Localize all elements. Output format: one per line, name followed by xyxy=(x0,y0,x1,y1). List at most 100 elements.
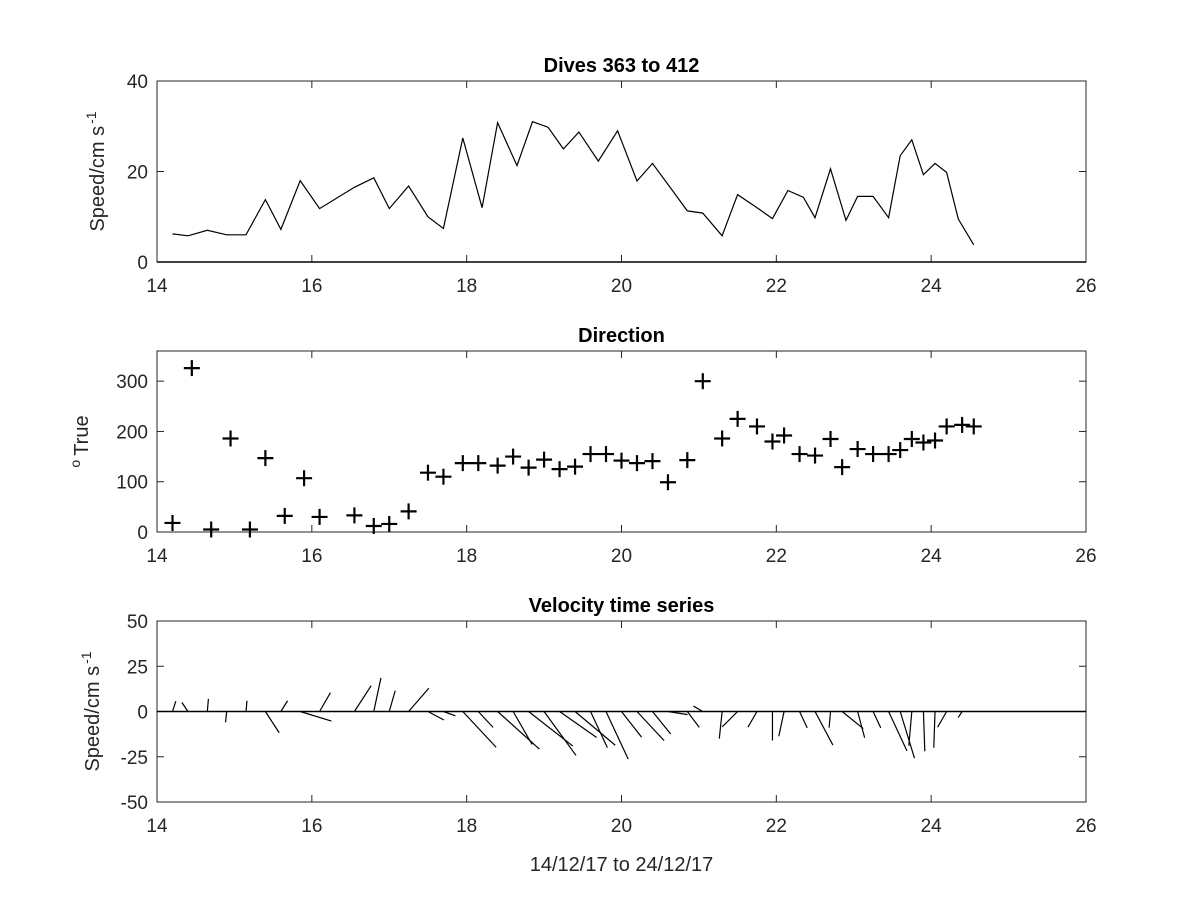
x-tick-label: 24 xyxy=(921,816,943,837)
velocity-stick xyxy=(621,711,643,738)
x-tick-label: 20 xyxy=(611,816,632,837)
velocity-stick xyxy=(693,705,704,713)
y-tick-label: 200 xyxy=(116,422,148,443)
y-tick-label: 0 xyxy=(137,703,148,724)
velocity-stick xyxy=(686,711,700,728)
direction-point xyxy=(183,360,200,377)
y-tick-label: 0 xyxy=(137,253,148,274)
velocity-stick xyxy=(497,711,540,750)
y-tick-label: 25 xyxy=(127,657,148,678)
x-tick-label: 26 xyxy=(1075,816,1096,837)
velocity-stick xyxy=(171,700,177,712)
direction-point xyxy=(296,470,313,487)
velocity-series xyxy=(157,677,1086,760)
direction-point xyxy=(365,517,382,534)
velocity-stick xyxy=(224,711,228,723)
velocity-stick xyxy=(799,711,808,729)
speed-y-axis-label: Speed/cm s -1 xyxy=(83,111,109,231)
x-tick-label: 14 xyxy=(146,276,168,297)
direction-point xyxy=(714,430,731,447)
direction-point xyxy=(694,373,711,390)
velocity-y-axis-label: Speed/cm s -1 xyxy=(78,651,104,771)
velocity-stick xyxy=(605,711,629,760)
velocity-y-axis-label-sup: -1 xyxy=(78,651,94,664)
direction-point xyxy=(567,458,584,475)
velocity-chart-title: Velocity time series xyxy=(529,595,715,617)
direction-point xyxy=(849,441,866,458)
velocity-stick xyxy=(388,690,396,712)
velocity-stick xyxy=(427,710,445,721)
velocity-stick xyxy=(857,711,866,738)
velocity-stick xyxy=(636,711,665,742)
velocity-stick xyxy=(462,711,497,748)
speed-series xyxy=(157,120,1086,263)
x-tick-label: 16 xyxy=(301,816,322,837)
velocity-stick xyxy=(778,711,785,737)
direction-y-axis-label-sup: o xyxy=(67,460,83,468)
velocity-stick xyxy=(899,711,916,759)
velocity-stick xyxy=(543,711,577,756)
direction-point xyxy=(454,455,471,472)
direction-point xyxy=(679,452,696,469)
velocity-y-axis-label-base: Speed/cm s xyxy=(82,666,104,772)
velocity-stick xyxy=(888,711,908,752)
velocity-stick xyxy=(574,711,616,746)
direction-ticks: 14 16 18 20 22 24 26 0 100 200 300 xyxy=(116,351,1097,567)
velocity-stick xyxy=(408,687,430,712)
velocity-stick xyxy=(280,700,289,712)
direction-point xyxy=(954,416,971,433)
velocity-stick xyxy=(559,711,597,738)
direction-point xyxy=(257,450,274,467)
velocity-stick xyxy=(373,677,382,712)
direction-point xyxy=(822,430,839,447)
speed-ticks: 14 16 18 20 22 24 26 0 20 40 xyxy=(127,72,1097,297)
velocity-panel: Velocity time series Speed/cm s -1 14/12/… xyxy=(78,595,1097,876)
direction-point xyxy=(865,446,882,463)
velocity-x-axis-label: 14/12/17 to 24/12/17 xyxy=(530,854,714,876)
velocity-stick xyxy=(589,711,608,748)
velocity-stick xyxy=(922,711,926,752)
x-tick-label: 24 xyxy=(921,546,943,567)
y-tick-label: 300 xyxy=(116,372,148,393)
direction-point xyxy=(222,430,239,447)
velocity-stick xyxy=(300,710,332,722)
speed-line xyxy=(172,120,975,246)
speed-y-axis-label-base: Speed/cm s xyxy=(87,126,109,232)
velocity-stick xyxy=(443,710,456,717)
velocity-stick xyxy=(721,711,739,728)
x-tick-label: 26 xyxy=(1075,276,1096,297)
direction-point xyxy=(598,446,615,463)
velocity-stick xyxy=(652,711,672,735)
direction-point xyxy=(659,474,676,491)
y-tick-label: 100 xyxy=(116,473,148,494)
x-tick-label: 18 xyxy=(456,546,477,567)
direction-point xyxy=(164,514,181,531)
velocity-stick xyxy=(667,710,688,716)
direction-point xyxy=(748,418,765,435)
x-tick-label: 14 xyxy=(146,816,168,837)
speed-plot-area xyxy=(156,80,1087,263)
direction-y-axis-label-base: True xyxy=(71,415,93,455)
velocity-stick xyxy=(245,700,248,712)
direction-point xyxy=(400,503,417,520)
direction-point xyxy=(613,452,630,469)
x-tick-label: 16 xyxy=(301,276,322,297)
y-tick-label: 20 xyxy=(127,163,148,184)
x-tick-label: 14 xyxy=(146,546,168,567)
direction-point xyxy=(807,447,824,464)
speed-panel: Dives 363 to 412 Speed/cm s -1 14 16 18 20 22… xyxy=(83,55,1097,297)
direction-point xyxy=(241,521,258,538)
velocity-stick xyxy=(353,685,372,712)
velocity-stick xyxy=(206,698,210,712)
speed-chart-title: Dives 363 to 412 xyxy=(544,55,700,77)
x-tick-label: 26 xyxy=(1075,546,1096,567)
y-tick-label: 0 xyxy=(137,523,148,544)
direction-point xyxy=(536,451,553,468)
direction-point xyxy=(880,446,897,463)
direction-point xyxy=(938,418,955,435)
direction-point xyxy=(435,468,452,485)
velocity-stick xyxy=(957,711,963,718)
direction-point xyxy=(644,453,661,470)
direction-point xyxy=(582,446,599,463)
velocity-stick xyxy=(477,711,494,728)
